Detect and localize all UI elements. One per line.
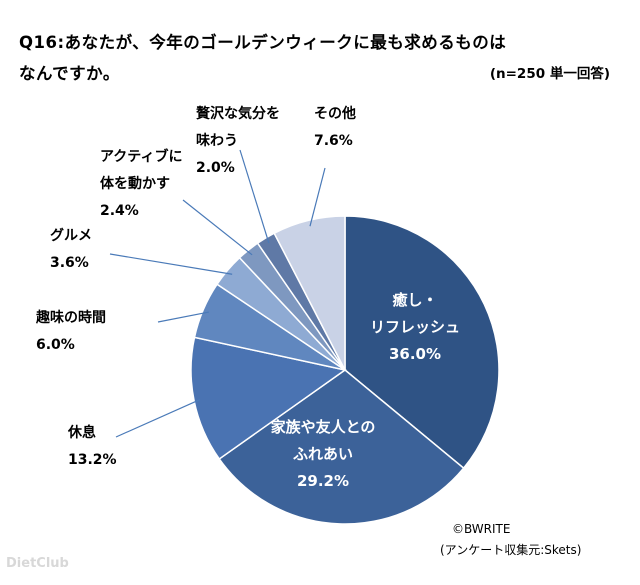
leader-line (239, 149, 270, 244)
slice-category-label: 贅沢な気分を (195, 105, 280, 122)
slice-category-label: ふれあい (293, 445, 353, 463)
leader-line (115, 399, 201, 438)
question-title-line2: なんですか。 (19, 64, 120, 83)
slice-category-label: 味わう (196, 133, 238, 149)
slice-category-label: グルメ (50, 227, 92, 244)
slice-value-label: 29.2% (297, 472, 349, 490)
slice-value-label: 13.2% (68, 452, 117, 468)
pie-slice-8 (273, 215, 346, 371)
slice-value-label: 2.0% (196, 160, 235, 176)
leader-line (109, 253, 233, 275)
slice-label-3: 休息 13.2% (67, 424, 117, 468)
slice-category-label: 家族や友人との (271, 418, 376, 436)
slice-value-label: 2.4% (100, 203, 139, 219)
leader-line (157, 311, 209, 323)
slice-category-label: その他 (314, 105, 356, 122)
slice-label-5: グルメ 3.6% (50, 227, 92, 271)
survey-source: (アンケート収集元:Skets) (440, 543, 582, 557)
slice-category-label: リフレッシュ (370, 318, 460, 336)
slice-label-1: 癒し・リフレッシュ 36.0% (370, 291, 460, 363)
copyright-credit: ©BWRITE (452, 522, 511, 536)
leader-line (182, 199, 253, 256)
pie-slice-3 (190, 336, 347, 460)
slice-category-label: 趣味の時間 (35, 309, 106, 326)
slice-value-label: 3.6% (50, 255, 89, 271)
slice-label-8: その他 7.6% (314, 105, 356, 149)
slice-label-4: 趣味の時間 6.0% (35, 309, 106, 353)
leader-line (309, 167, 326, 227)
slice-category-label: 体を動かす (100, 175, 170, 192)
slice-value-label: 6.0% (36, 337, 75, 353)
slice-category-label: アクティブに (100, 148, 182, 165)
slice-category-label: 休息 (67, 424, 96, 441)
sample-size-note: (n=250 単一回答) (489, 66, 610, 82)
slice-value-label: 36.0% (389, 345, 441, 363)
pie-slice-2 (218, 369, 465, 525)
slice-category-label: 癒し・ (392, 291, 437, 309)
pie-slice-1 (344, 215, 500, 470)
question-title-line1: Q16:あなたが、今年のゴールデンウィークに最も求めるものは (19, 33, 507, 52)
watermark: DietClub (6, 556, 69, 571)
slice-value-label: 7.6% (314, 133, 353, 149)
